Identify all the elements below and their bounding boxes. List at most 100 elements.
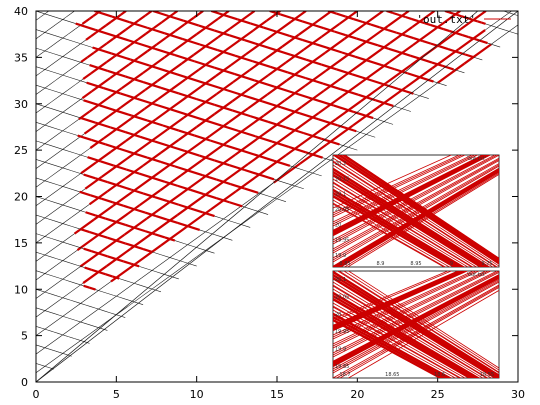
mesh-line-a <box>345 58 369 76</box>
mesh-line-b <box>501 28 506 31</box>
mesh-line-a <box>109 70 121 79</box>
mesh-line-b <box>133 208 146 214</box>
mesh-line-a <box>116 295 144 315</box>
mesh-line-a <box>65 15 69 18</box>
mesh-line-a <box>167 239 195 260</box>
mesh-line-a <box>75 43 82 48</box>
mesh-line-a <box>65 50 72 55</box>
mesh-line-b <box>238 223 251 228</box>
mesh-line-b <box>91 268 99 274</box>
mesh-line-a <box>285 136 312 157</box>
inset-line <box>333 155 489 234</box>
mesh-line-a <box>161 15 171 24</box>
mesh-line-a <box>57 266 81 283</box>
mesh-line-a <box>92 12 98 18</box>
inset-line <box>333 280 499 372</box>
mesh-line-b <box>74 338 78 340</box>
mesh-line-b <box>460 15 466 19</box>
inset-y-tick-label: 20.05 <box>335 294 349 300</box>
inset-line <box>333 164 499 261</box>
mesh-line-b <box>318 118 338 127</box>
mesh-line-b <box>305 76 324 85</box>
mesh-line-b <box>36 84 52 91</box>
mesh-line-a <box>30 6 31 7</box>
mesh-line-a <box>40 15 42 17</box>
mesh-line-b <box>98 233 108 239</box>
mesh-line-b <box>336 68 353 76</box>
mesh-line-b <box>59 315 64 317</box>
inset-y-tick-label: 20.1 <box>335 192 346 198</box>
mesh-line-b <box>480 40 488 45</box>
mesh-line-a <box>52 200 70 213</box>
mesh-line-b <box>125 168 140 175</box>
mesh-line-a <box>303 159 331 180</box>
inset-lines <box>333 155 499 267</box>
mesh-line-b <box>243 187 259 194</box>
mesh-line-a <box>225 39 241 52</box>
inset-line <box>333 155 499 265</box>
mesh-line-b <box>422 39 432 45</box>
mesh-line-b <box>59 333 63 336</box>
mesh-line-b <box>275 48 292 56</box>
mesh-line-b <box>153 103 172 111</box>
mesh-line-a <box>168 62 183 74</box>
mesh-line-b <box>53 350 56 352</box>
inset-line <box>333 276 499 367</box>
y-tick-label: 25 <box>14 144 28 157</box>
mesh-line-b <box>217 49 236 57</box>
mesh-line-b <box>100 309 106 312</box>
mesh-line-a <box>123 217 148 236</box>
mesh-line-b <box>83 322 88 325</box>
mesh-line-b <box>36 196 47 200</box>
inset-line <box>337 170 499 267</box>
inset-legend: 'out.txt' <box>467 156 486 162</box>
mesh-line-b <box>312 23 325 30</box>
mesh-line-b <box>430 23 438 29</box>
mesh-line-b <box>339 144 358 151</box>
mesh-line-b <box>288 145 307 154</box>
mesh-line-b <box>115 109 132 117</box>
mesh-line-a <box>39 16 41 18</box>
mesh-line-b <box>107 69 126 78</box>
mesh-line-b <box>290 53 307 61</box>
mesh-line-a <box>463 43 492 65</box>
mesh-line-a <box>67 13 71 16</box>
inset-x-tick-label: 18.65 <box>385 372 399 378</box>
mesh-line-b <box>321 63 338 71</box>
mesh-line-b <box>257 154 275 162</box>
y-tick-label: 5 <box>21 330 28 343</box>
mesh-line-b <box>229 34 246 42</box>
inset-line <box>347 290 499 378</box>
mesh-line-b <box>187 262 197 267</box>
mesh-line-a <box>234 137 259 156</box>
mesh-line-b <box>255 210 269 215</box>
mesh-line-a <box>47 11 49 13</box>
mesh-line-a <box>208 121 230 138</box>
inset-x-tick-label: 8.95 <box>410 261 421 267</box>
mesh-line-a <box>194 220 222 241</box>
mesh-line-b <box>139 266 148 270</box>
mesh-line-b <box>160 160 176 168</box>
mesh-line-a <box>60 54 67 59</box>
mesh-line-a <box>260 31 277 45</box>
mesh-line-b <box>164 236 176 242</box>
inset-line <box>333 168 499 267</box>
mesh-line-b <box>199 43 218 52</box>
y-axis: 0 5 10 15 20 25 30 35 40 <box>14 5 518 389</box>
mesh-line-a <box>37 35 41 38</box>
mesh-line-b <box>77 283 84 287</box>
mesh-line-b <box>362 20 372 26</box>
mesh-line-b <box>155 215 168 221</box>
mesh-line-a <box>206 17 219 28</box>
mesh-line-b <box>366 40 379 47</box>
inset-x-tick-label: 8.85 <box>339 261 350 267</box>
mesh-line-a <box>63 16 67 19</box>
mesh-line-b <box>221 124 239 132</box>
mesh-line-a <box>385 64 412 85</box>
mesh-line-b <box>87 323 92 326</box>
mesh-line-a <box>263 99 286 117</box>
mesh-line-b <box>259 44 276 51</box>
mesh-line-b <box>49 256 57 260</box>
mesh-line-a <box>85 17 91 23</box>
